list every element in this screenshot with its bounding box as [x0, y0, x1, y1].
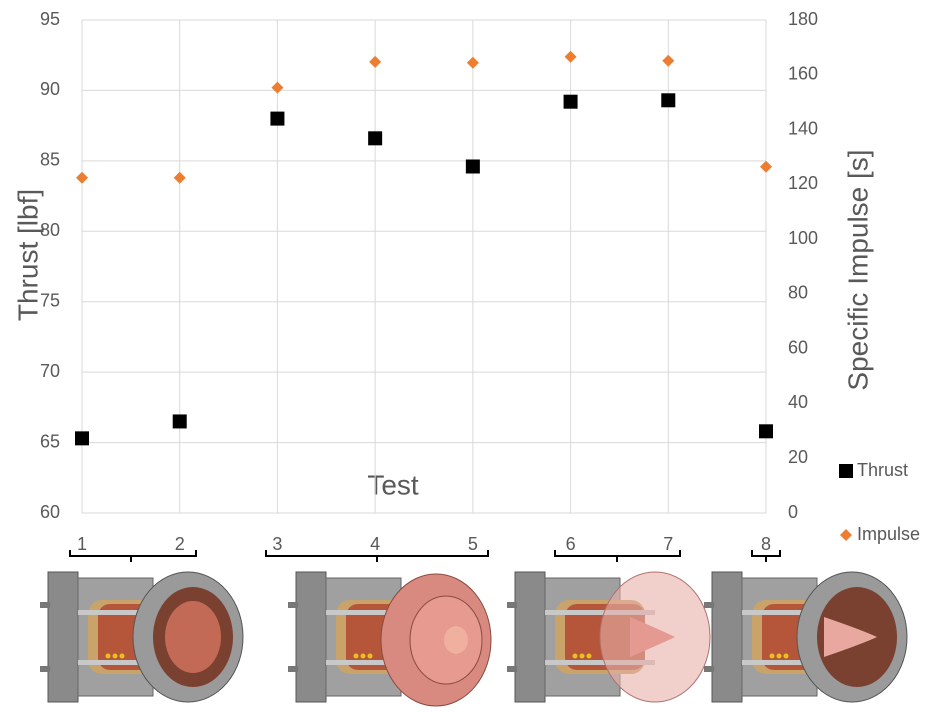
- y-axis-title: Thrust [lbf]: [12, 189, 43, 321]
- x-tick-label: 1: [77, 534, 87, 554]
- y2-tick-label: 120: [788, 173, 818, 193]
- point: [759, 424, 773, 438]
- y2-tick-label: 60: [788, 337, 808, 357]
- y2-tick-label: 100: [788, 228, 818, 248]
- y-tick-label: 60: [40, 502, 60, 522]
- y2-axis-title: Specific Impulse [s]: [842, 149, 873, 390]
- legend-label: Thrust: [857, 460, 908, 480]
- y2-tick-label: 0: [788, 502, 798, 522]
- x-tick-label: 6: [566, 534, 576, 554]
- legend-marker: [840, 529, 852, 541]
- legend-marker: [839, 464, 853, 478]
- x-tick-label: 3: [272, 534, 282, 554]
- y2-tick-label: 40: [788, 392, 808, 412]
- y-tick-label: 65: [40, 431, 60, 451]
- point: [565, 51, 577, 63]
- page: Thrust [lbf] Specific Impulse [s] Test: [0, 0, 937, 712]
- point: [75, 431, 89, 445]
- y-tick-label: 85: [40, 150, 60, 170]
- y2-tick-label: 140: [788, 118, 818, 138]
- point: [369, 56, 381, 68]
- y2-tick-label: 80: [788, 283, 808, 303]
- point: [174, 172, 186, 184]
- y2-tick-label: 20: [788, 447, 808, 467]
- point: [271, 82, 283, 94]
- x-tick-label: 8: [761, 534, 771, 554]
- engine-image: [704, 572, 907, 702]
- x-tick-label: 2: [175, 534, 185, 554]
- point: [76, 172, 88, 184]
- y2-tick-label: 180: [788, 9, 818, 29]
- point: [760, 161, 772, 173]
- x-tick-label: 4: [370, 534, 380, 554]
- y-tick-label: 90: [40, 79, 60, 99]
- point: [466, 159, 480, 173]
- chart: Thrust [lbf] Specific Impulse [s] Test: [0, 0, 937, 707]
- x-tick-label: 5: [468, 534, 478, 554]
- y2-tick-label: 160: [788, 64, 818, 84]
- legend-label: Impulse: [857, 524, 920, 544]
- point: [368, 131, 382, 145]
- point: [564, 95, 578, 109]
- x-tick-label: 7: [663, 534, 673, 554]
- engine-image: [40, 572, 243, 702]
- y-tick-label: 75: [40, 290, 60, 310]
- engine-image: [288, 572, 491, 706]
- point: [173, 414, 187, 428]
- engine-image: [507, 572, 710, 702]
- y-tick-label: 95: [40, 9, 60, 29]
- y-tick-label: 70: [40, 361, 60, 381]
- point: [661, 93, 675, 107]
- point: [662, 55, 674, 67]
- point: [270, 112, 284, 126]
- y-tick-label: 80: [40, 220, 60, 240]
- point: [467, 57, 479, 69]
